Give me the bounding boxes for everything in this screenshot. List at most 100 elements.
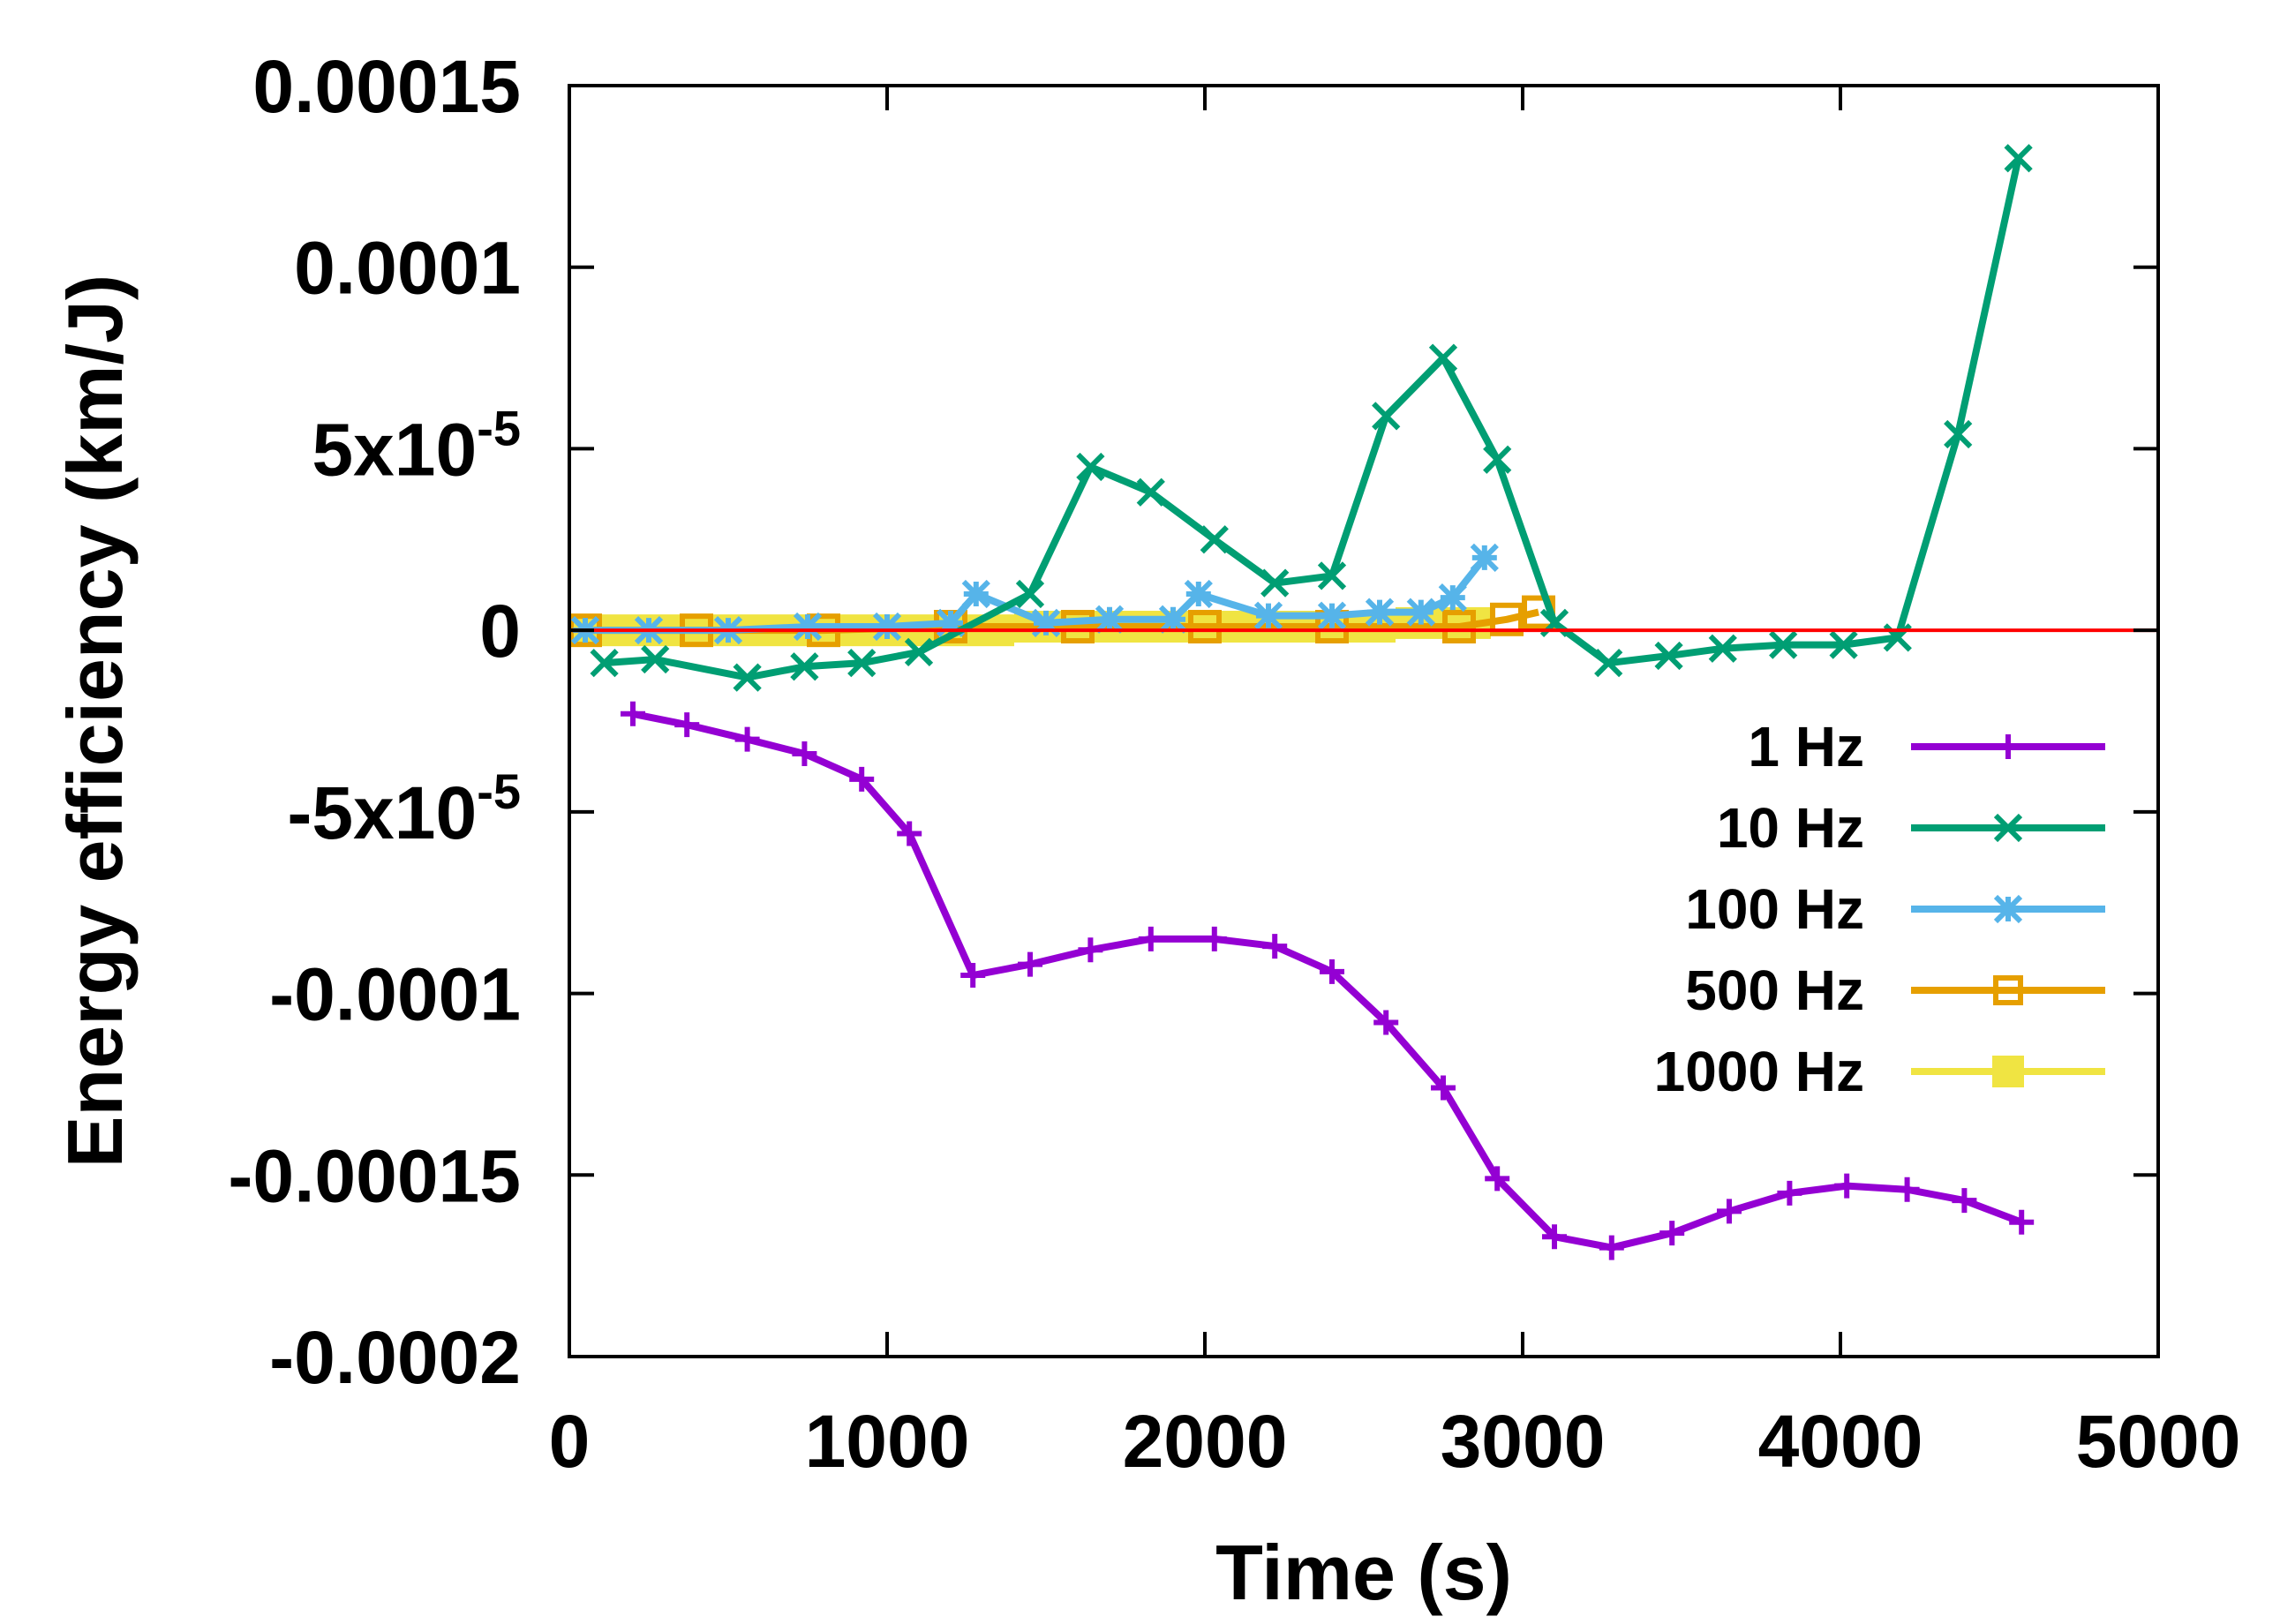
series-1-hz <box>621 701 2035 1260</box>
data-point <box>621 701 645 726</box>
data-point <box>1188 610 1222 644</box>
data-point <box>1095 605 1125 634</box>
legend-swatch-marker <box>1993 813 2023 843</box>
data-point <box>1944 419 1973 449</box>
data-point <box>1470 543 1499 572</box>
data-point <box>1483 445 1512 474</box>
data-point <box>792 741 817 767</box>
data-point <box>1485 1166 1510 1192</box>
series-100-hz <box>570 543 1499 645</box>
y-axis: 0.000150.00015x10-50-5x10-5-0.0001-0.000… <box>228 45 2158 1399</box>
data-point <box>1253 601 1283 630</box>
legend-swatch-marker <box>1993 894 2023 924</box>
data-point <box>1777 1180 1802 1206</box>
data-point <box>936 608 966 638</box>
legend: 1 Hz 10 Hz 100 Hz 500 Hz 1000 Hz <box>1654 715 2105 1103</box>
x-tick-label: 2000 <box>1123 1400 1288 1483</box>
data-point <box>1834 1173 1860 1199</box>
data-point <box>1018 951 1042 977</box>
data-point <box>1078 937 1103 963</box>
x-axis: 0 1000 2000 3000 4000 5000 <box>549 86 2241 1483</box>
data-point <box>904 637 934 666</box>
data-point <box>1076 452 1105 482</box>
plot-area <box>568 144 2158 1260</box>
data-point <box>1708 634 1737 663</box>
data-point <box>1428 343 1458 372</box>
y-axis-title: Energy efficiency (km/J) <box>51 274 139 1168</box>
y-tick-label: 5x10-5 <box>312 400 521 491</box>
data-point <box>1717 1199 1742 1224</box>
y-tick-label: -0.00015 <box>228 1134 521 1217</box>
data-point <box>1894 1177 1920 1202</box>
data-point <box>1542 1224 1567 1250</box>
legend-item: 500 Hz <box>1685 959 2105 1022</box>
legend-swatch-marker <box>1992 1056 2024 1087</box>
legend-item: 10 Hz <box>1717 796 2105 860</box>
legend-label: 1000 Hz <box>1654 1040 1864 1103</box>
data-point <box>961 579 990 609</box>
data-point <box>1138 926 1163 951</box>
data-point <box>897 821 922 846</box>
y-tick-label-base: 5x10 <box>312 408 477 491</box>
data-point <box>1490 602 1524 636</box>
y-tick-label: 0.00015 <box>252 45 521 128</box>
series-10-hz <box>590 144 2033 692</box>
data-point <box>1829 630 1858 659</box>
data-point <box>1015 579 1045 609</box>
data-point <box>849 766 875 792</box>
y-tick-label-base: -5x10 <box>287 771 477 854</box>
data-point <box>1136 477 1165 507</box>
data-point <box>733 663 762 692</box>
y-tick-label-exponent: -5 <box>477 763 521 819</box>
y-tick-label: 0.0001 <box>294 227 521 310</box>
data-point <box>1158 605 1188 634</box>
data-point <box>1184 579 1213 609</box>
data-point <box>960 963 986 988</box>
data-point <box>1659 1221 1685 1246</box>
data-point <box>1031 608 1061 638</box>
data-point <box>1952 1188 1977 1214</box>
x-tick-label: 4000 <box>1758 1400 1923 1483</box>
data-point <box>1365 598 1395 627</box>
data-point <box>1320 959 1344 984</box>
legend-label: 1 Hz <box>1748 715 1864 778</box>
x-tick-label: 5000 <box>2076 1400 2241 1483</box>
legend-item: 1000 Hz <box>1654 1040 2105 1103</box>
legend-item: 100 Hz <box>1685 877 2105 941</box>
y-tick-label: -0.0002 <box>269 1316 521 1399</box>
data-point <box>674 712 700 738</box>
data-point <box>790 652 819 681</box>
data-point <box>1317 601 1347 630</box>
data-point <box>1442 610 1476 644</box>
data-point <box>1372 402 1401 431</box>
data-point <box>847 649 877 678</box>
data-point <box>1599 1235 1624 1260</box>
y-tick-label: -5x10-5 <box>287 763 521 854</box>
data-point <box>1200 525 1229 554</box>
y-tick-label: -0.0001 <box>269 953 521 1036</box>
legend-item: 1 Hz <box>1748 715 2105 778</box>
y-tick-label: 0 <box>479 590 521 673</box>
data-point <box>872 612 902 642</box>
data-point <box>1317 561 1347 590</box>
plot-frame <box>568 84 2160 1358</box>
legend-label: 10 Hz <box>1717 796 1864 860</box>
data-point <box>1438 583 1467 613</box>
y-tick-label-exponent: -5 <box>477 400 521 455</box>
legend-swatch-marker <box>1993 975 2023 1005</box>
data-point <box>1431 1075 1456 1101</box>
data-point <box>2009 1209 2035 1235</box>
data-point <box>1061 610 1095 644</box>
series-line <box>604 157 2022 681</box>
x-tick-label: 0 <box>549 1400 591 1483</box>
data-point <box>1201 926 1227 951</box>
data-point <box>1260 568 1290 598</box>
data-point <box>641 644 670 674</box>
legend-label: 100 Hz <box>1685 877 1864 941</box>
data-point <box>590 649 619 678</box>
legend-swatch-marker <box>1996 734 2020 759</box>
data-point <box>734 726 760 752</box>
data-point <box>2004 144 2033 173</box>
data-point <box>1406 598 1435 627</box>
